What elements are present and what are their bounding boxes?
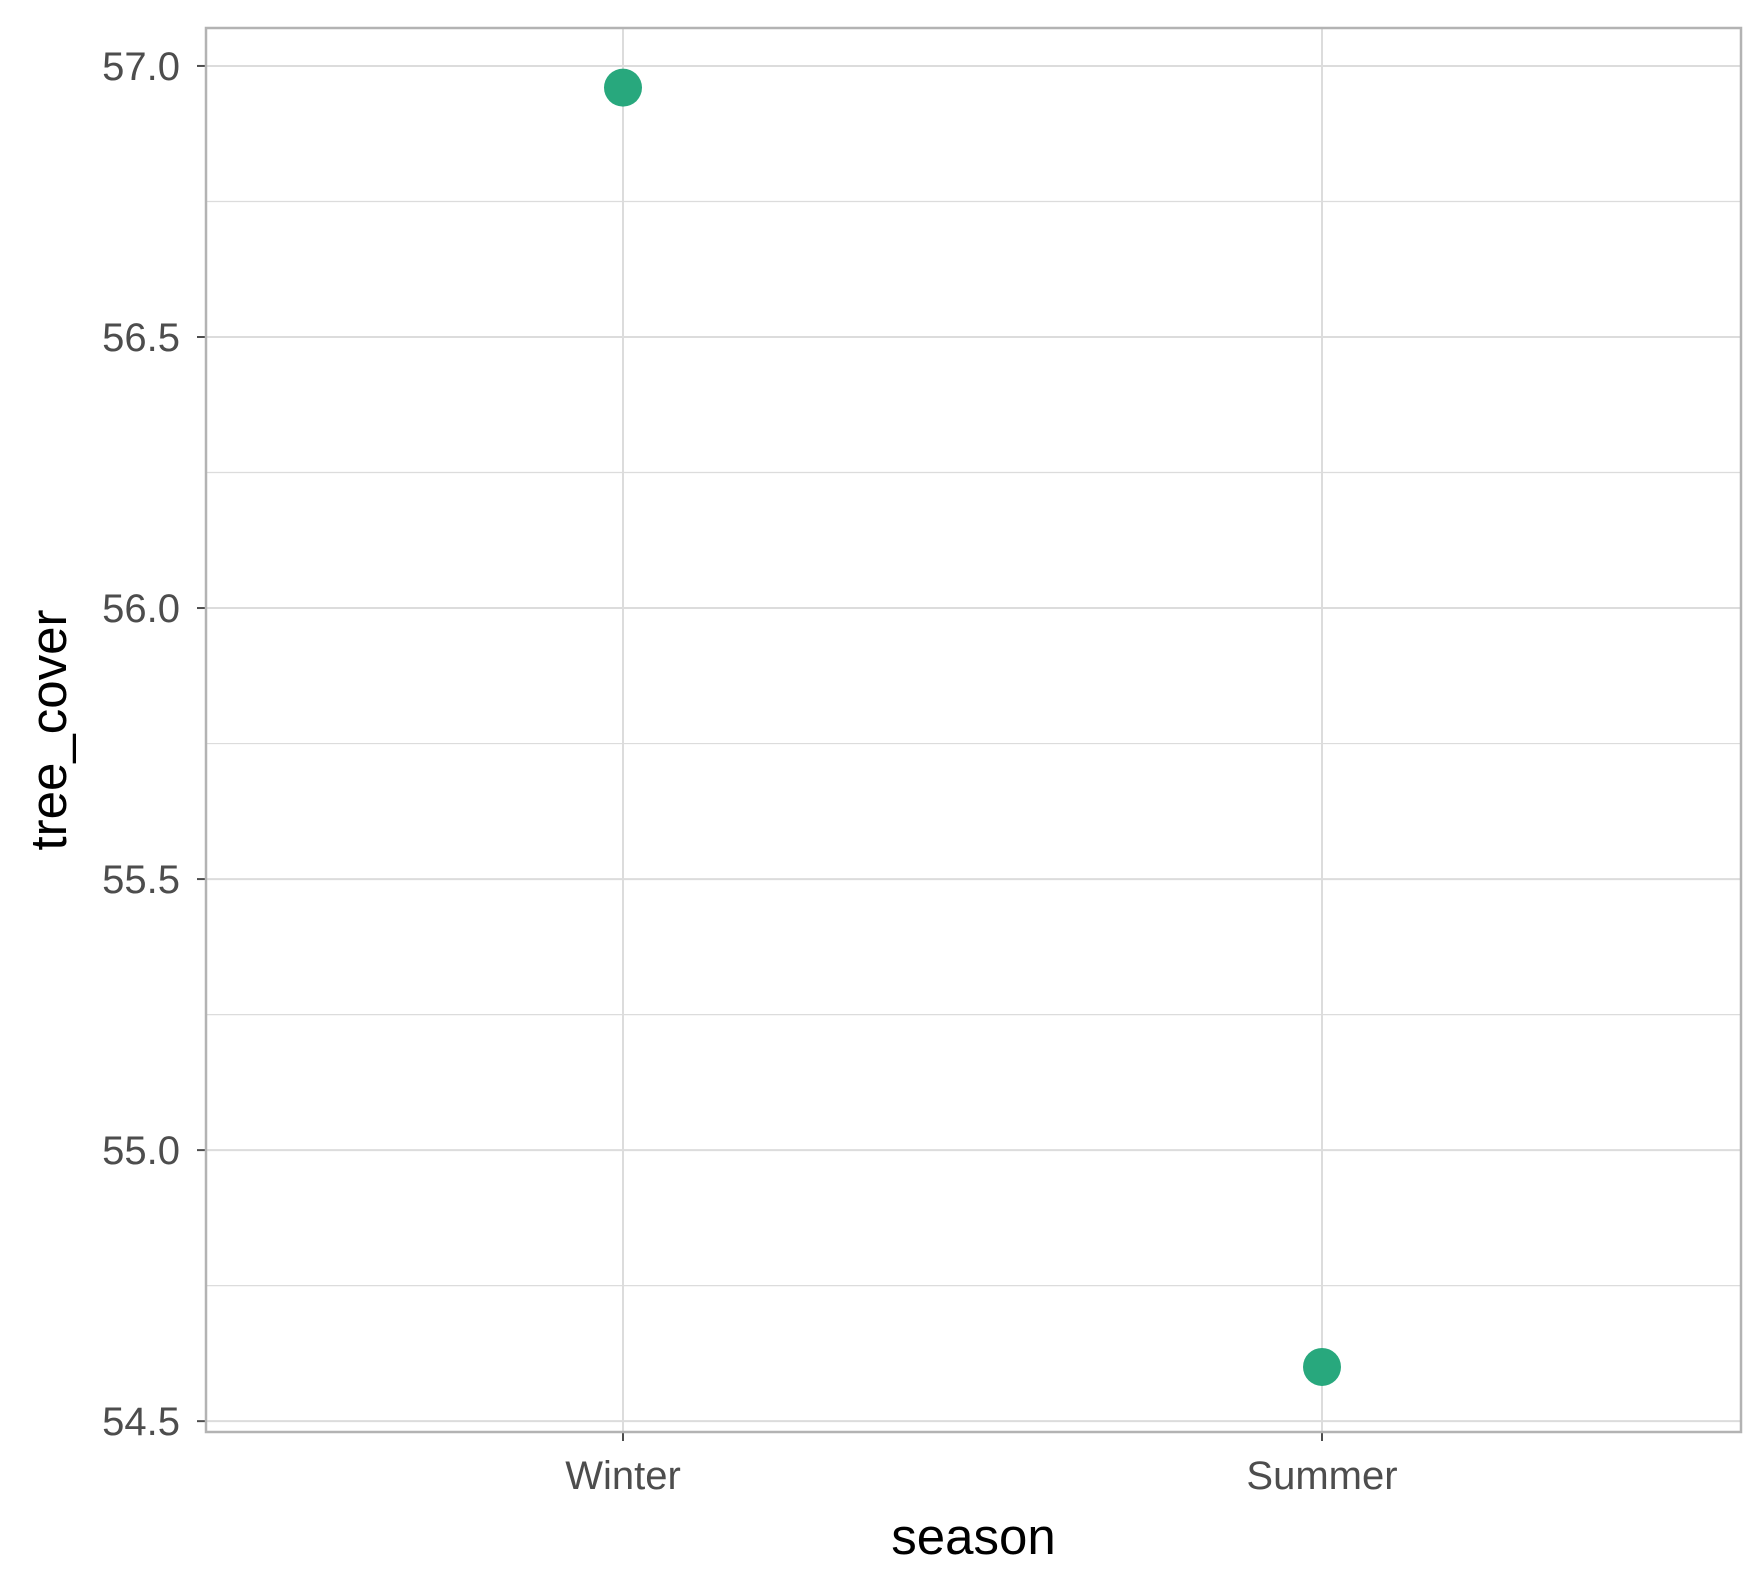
y-axis-title: tree_cover <box>20 610 77 851</box>
data-point-winter <box>604 68 642 107</box>
grid-layer <box>206 28 1741 1432</box>
y-tick-label: 55.5 <box>102 858 180 902</box>
x-axis-title: season <box>891 1508 1055 1565</box>
data-point-summer <box>1303 1347 1341 1386</box>
y-tick-label: 55.0 <box>102 1129 180 1173</box>
x-tick-label: Winter <box>565 1454 681 1498</box>
x-tick-label: Summer <box>1246 1454 1397 1498</box>
tick-layer: 54.5 55.0 55.5 56.0 56.5 57.0 Winter Summer <box>102 45 1397 1498</box>
points-layer <box>604 68 1341 1386</box>
y-tick-label: 56.0 <box>102 587 180 631</box>
y-tick-label: 54.5 <box>102 1400 180 1444</box>
panel-border <box>204 26 1743 1434</box>
y-tick-label: 57.0 <box>102 45 180 89</box>
y-tick-label: 56.5 <box>102 316 180 360</box>
